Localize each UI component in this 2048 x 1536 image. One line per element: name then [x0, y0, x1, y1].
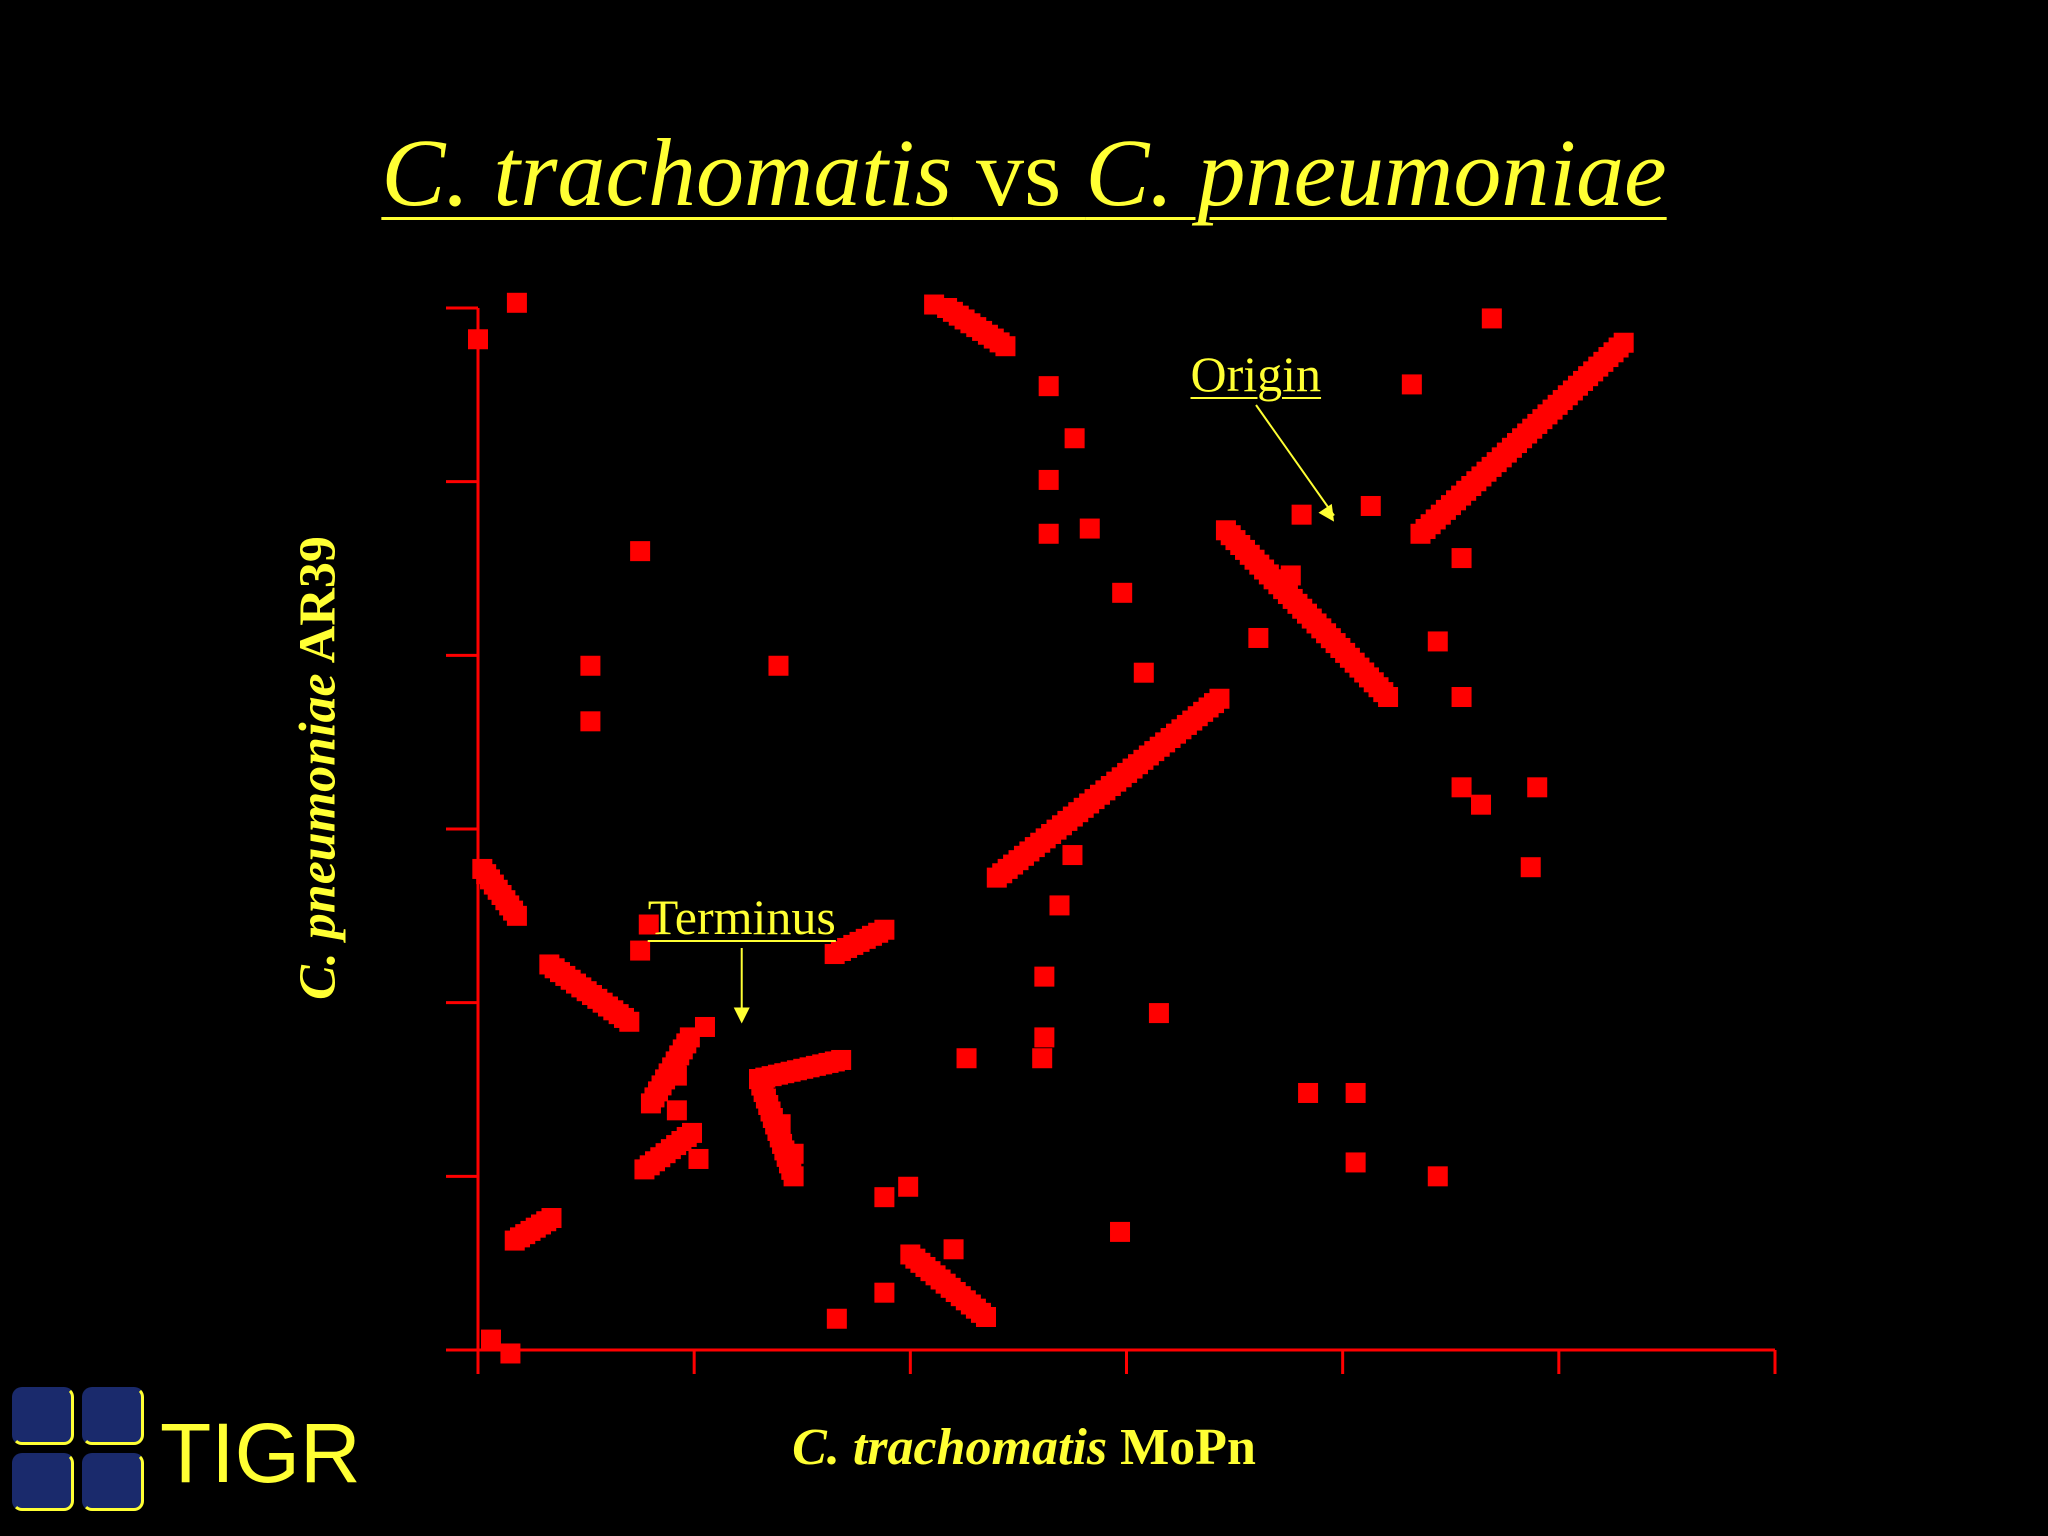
data-point	[1110, 1221, 1131, 1242]
data-point	[1291, 504, 1312, 525]
data-point	[1451, 777, 1472, 798]
data-point	[630, 940, 651, 961]
data-point	[768, 655, 789, 676]
annotation-arrow-line	[1255, 404, 1335, 517]
logo-squares-icon	[10, 1385, 150, 1515]
alignment-segment-mark	[682, 1122, 703, 1143]
alignment-segment-mark	[995, 336, 1016, 357]
data-point	[1427, 631, 1448, 652]
data-point	[666, 1065, 687, 1086]
data-point	[1345, 1152, 1366, 1173]
data-point	[580, 655, 601, 676]
tigr-logo: TIGR	[10, 1385, 370, 1515]
data-point	[1280, 565, 1301, 586]
annotation-origin: Origin	[1190, 346, 1322, 402]
alignment-segment-mark	[1613, 332, 1634, 353]
title-vs: vs	[952, 119, 1086, 226]
logo-square	[82, 1387, 144, 1445]
x-axis-label: C. trachomatis MoPn	[0, 1418, 2048, 1477]
data-point	[1049, 895, 1070, 916]
data-point	[1451, 548, 1472, 569]
y-axis-label-species: C. pneumoniae	[289, 673, 347, 1000]
data-point	[826, 1308, 847, 1329]
alignment-segment-mark	[831, 1049, 852, 1070]
alignment-segment-mark	[975, 1307, 996, 1328]
annotation-arrowhead	[1318, 503, 1335, 522]
data-point	[956, 1048, 977, 1069]
data-point	[630, 541, 651, 562]
data-point	[1401, 374, 1422, 395]
data-point	[468, 329, 488, 350]
data-point	[638, 914, 659, 935]
data-point	[1034, 966, 1055, 987]
data-point	[1471, 794, 1492, 815]
data-point	[1148, 1003, 1169, 1024]
data-point	[1038, 376, 1059, 397]
logo-square	[82, 1453, 144, 1511]
data-point	[943, 1239, 964, 1260]
annotation-arrowhead	[733, 1007, 750, 1024]
title-species-2: C. pneumoniae	[1085, 119, 1667, 226]
data-point	[480, 1329, 501, 1350]
data-point	[874, 1187, 895, 1208]
alignment-segment-mark	[874, 919, 895, 940]
data-point	[688, 1148, 709, 1169]
data-point	[924, 294, 945, 315]
slide-title: C. trachomatis vs C. pneumoniae	[0, 118, 2048, 228]
data-point	[1360, 495, 1381, 516]
alignment-segment-mark	[619, 1011, 640, 1032]
logo-text: TIGR	[160, 1406, 361, 1500]
data-point	[1520, 857, 1541, 878]
data-point	[1451, 687, 1472, 708]
data-point	[1079, 518, 1100, 539]
x-axis-label-strain: MoPn	[1107, 1419, 1256, 1476]
y-axis-label: C. pneumoniae AR39	[289, 536, 348, 1000]
data-point	[1038, 469, 1059, 490]
annotation-terminus: Terminus	[647, 889, 836, 945]
data-point	[580, 711, 601, 732]
data-point	[1034, 1027, 1055, 1048]
alignment-segment-mark	[541, 1208, 562, 1229]
data-point	[874, 1282, 895, 1303]
alignment-segment-mark	[1378, 687, 1399, 708]
data-point	[1527, 777, 1548, 798]
logo-square	[12, 1387, 74, 1445]
data-point	[1345, 1082, 1366, 1103]
alignment-segment-mark	[506, 905, 527, 926]
alignment-segment-mark	[679, 1027, 700, 1048]
data-point	[1112, 582, 1133, 603]
data-point	[694, 1016, 715, 1037]
data-point	[1298, 1082, 1319, 1103]
data-point	[898, 1176, 919, 1197]
data-point	[783, 1143, 804, 1164]
data-point	[1032, 1048, 1053, 1069]
data-point	[666, 1100, 687, 1121]
data-point	[1248, 627, 1269, 648]
alignment-segment-mark	[1209, 688, 1230, 709]
logo-square	[12, 1453, 74, 1511]
data-point	[506, 292, 527, 313]
data-point	[1481, 308, 1502, 329]
data-point	[770, 1114, 791, 1135]
data-point	[1038, 523, 1059, 544]
title-species-1: C. trachomatis	[381, 119, 953, 226]
x-axis-label-species: C. trachomatis	[792, 1419, 1108, 1476]
y-axis-label-strain: AR39	[289, 536, 347, 674]
alignment-segment-mark	[783, 1166, 804, 1187]
data-point	[1062, 845, 1083, 866]
data-point	[1133, 662, 1154, 683]
data-point	[500, 1343, 521, 1364]
data-point	[1064, 428, 1085, 449]
data-point	[1427, 1166, 1448, 1187]
